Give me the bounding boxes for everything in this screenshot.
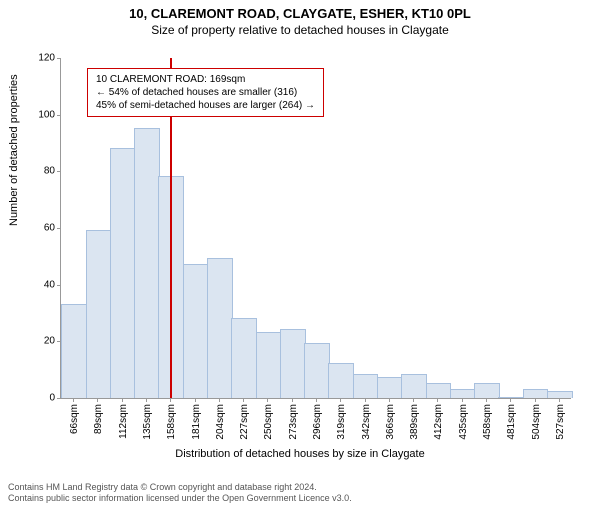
x-tick-mark: [219, 398, 220, 402]
x-tick-label: 135sqm: [142, 404, 153, 440]
histogram-bar: [304, 343, 330, 398]
y-tick-mark: [57, 115, 61, 116]
annotation-line: ← 54% of detached houses are smaller (31…: [96, 86, 315, 99]
x-tick-mark: [73, 398, 74, 402]
x-tick-label: 389sqm: [409, 404, 420, 440]
x-tick-mark: [170, 398, 171, 402]
y-tick-mark: [57, 171, 61, 172]
histogram-bar: [61, 304, 87, 399]
footer-line-2: Contains public sector information licen…: [8, 493, 352, 504]
x-tick-label: 458sqm: [482, 404, 493, 440]
x-tick-label: 319sqm: [336, 404, 347, 440]
x-tick-label: 204sqm: [215, 404, 226, 440]
histogram-bar: [231, 318, 257, 398]
x-tick-mark: [559, 398, 560, 402]
x-tick-label: 435sqm: [458, 404, 469, 440]
x-tick-mark: [122, 398, 123, 402]
x-tick-mark: [97, 398, 98, 402]
x-tick-mark: [535, 398, 536, 402]
x-tick-mark: [486, 398, 487, 402]
x-tick-label: 342sqm: [361, 404, 372, 440]
title-sub: Size of property relative to detached ho…: [0, 23, 600, 37]
x-tick-label: 227sqm: [239, 404, 250, 440]
x-tick-label: 66sqm: [69, 404, 80, 434]
x-tick-mark: [267, 398, 268, 402]
annotation-box: 10 CLAREMONT ROAD: 169sqm← 54% of detach…: [87, 68, 324, 117]
histogram-bar: [280, 329, 306, 398]
footer-attribution: Contains HM Land Registry data © Crown c…: [8, 482, 352, 504]
x-tick-mark: [195, 398, 196, 402]
histogram-bar: [86, 230, 112, 398]
x-tick-label: 181sqm: [191, 404, 202, 440]
x-axis-label: Distribution of detached houses by size …: [0, 448, 600, 460]
x-tick-label: 112sqm: [118, 404, 129, 439]
annotation-line: 45% of semi-detached houses are larger (…: [96, 99, 315, 112]
x-tick-label: 527sqm: [555, 404, 566, 440]
x-tick-mark: [510, 398, 511, 402]
x-tick-label: 158sqm: [166, 404, 177, 440]
y-tick-mark: [57, 228, 61, 229]
x-tick-label: 250sqm: [263, 404, 274, 440]
x-tick-mark: [437, 398, 438, 402]
plot-area: 02040608010012066sqm89sqm112sqm135sqm158…: [60, 58, 571, 399]
histogram-bar: [474, 383, 500, 398]
x-tick-mark: [413, 398, 414, 402]
annotation-line: 10 CLAREMONT ROAD: 169sqm: [96, 73, 315, 86]
x-tick-mark: [292, 398, 293, 402]
histogram-bar: [110, 148, 136, 398]
histogram-bar: [353, 374, 379, 398]
x-tick-label: 89sqm: [93, 404, 104, 434]
x-tick-label: 412sqm: [433, 404, 444, 440]
chart-container: 10, CLAREMONT ROAD, CLAYGATE, ESHER, KT1…: [0, 6, 600, 506]
y-tick-mark: [57, 285, 61, 286]
histogram-bar: [401, 374, 427, 398]
x-tick-mark: [389, 398, 390, 402]
x-tick-label: 273sqm: [288, 404, 299, 440]
x-tick-mark: [365, 398, 366, 402]
x-tick-label: 366sqm: [385, 404, 396, 440]
histogram-bar: [183, 264, 209, 398]
footer-line-1: Contains HM Land Registry data © Crown c…: [8, 482, 352, 493]
y-axis-label: Number of detached properties: [8, 74, 20, 226]
x-tick-mark: [243, 398, 244, 402]
histogram-bar: [207, 258, 233, 398]
histogram-bar: [328, 363, 354, 398]
y-tick-mark: [57, 398, 61, 399]
y-tick-mark: [57, 58, 61, 59]
histogram-bar: [256, 332, 282, 398]
histogram-bar: [450, 389, 476, 399]
x-tick-mark: [340, 398, 341, 402]
x-tick-mark: [146, 398, 147, 402]
histogram-bar: [134, 128, 160, 398]
x-tick-mark: [462, 398, 463, 402]
histogram-bar: [547, 391, 573, 398]
x-tick-label: 481sqm: [506, 404, 517, 440]
histogram-bar: [426, 383, 452, 398]
x-tick-mark: [316, 398, 317, 402]
histogram-bar: [523, 389, 549, 399]
x-tick-label: 296sqm: [312, 404, 323, 440]
x-tick-label: 504sqm: [531, 404, 542, 440]
title-main: 10, CLAREMONT ROAD, CLAYGATE, ESHER, KT1…: [0, 6, 600, 21]
histogram-bar: [377, 377, 403, 398]
